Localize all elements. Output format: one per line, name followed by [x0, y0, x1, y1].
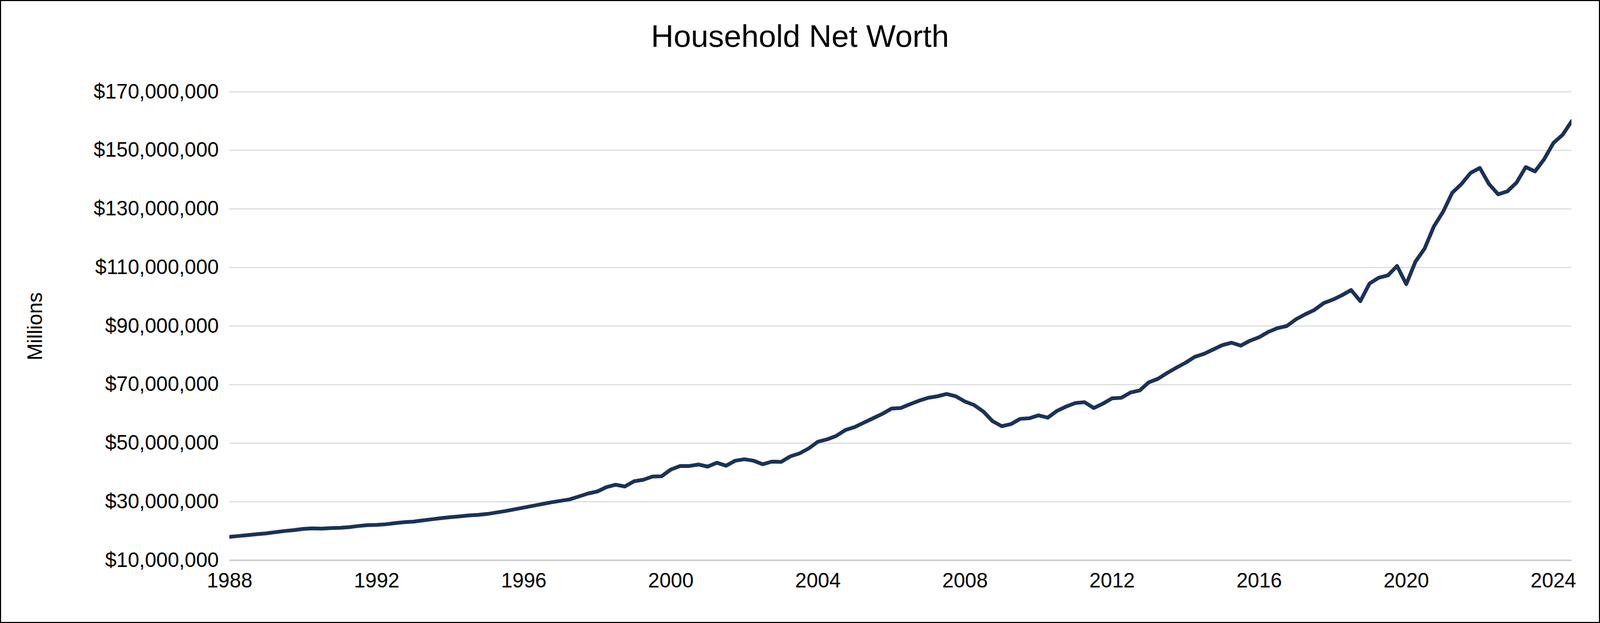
svg-text:2024: 2024	[1530, 569, 1577, 592]
svg-text:$90,000,000: $90,000,000	[104, 314, 219, 338]
svg-text:1992: 1992	[353, 569, 400, 592]
svg-text:$10,000,000: $10,000,000	[104, 548, 219, 572]
svg-text:$150,000,000: $150,000,000	[93, 138, 219, 161]
svg-text:$70,000,000: $70,000,000	[104, 372, 219, 396]
svg-text:$50,000,000: $50,000,000	[104, 431, 219, 454]
html-text:Household Net Worth: Household Net Worth	[651, 18, 949, 54]
svg-text:$30,000,000: $30,000,000	[104, 489, 219, 513]
svg-text:$110,000,000: $110,000,000	[95, 255, 220, 279]
svg-text:$170,000,000: $170,000,000	[93, 80, 219, 103]
svg-text:$130,000,000: $130,000,000	[93, 197, 219, 220]
svg-text:2008: 2008	[942, 569, 988, 592]
svg-text:2020: 2020	[1383, 569, 1430, 592]
svg-text:2012: 2012	[1089, 569, 1135, 592]
html-text:Millions: Millions	[23, 292, 47, 361]
svg-text:2016: 2016	[1236, 569, 1283, 592]
svg-text:2004: 2004	[795, 569, 841, 592]
svg-text:1996: 1996	[501, 569, 547, 592]
svg-text:1988: 1988	[206, 569, 253, 592]
svg-text:2000: 2000	[648, 569, 694, 592]
